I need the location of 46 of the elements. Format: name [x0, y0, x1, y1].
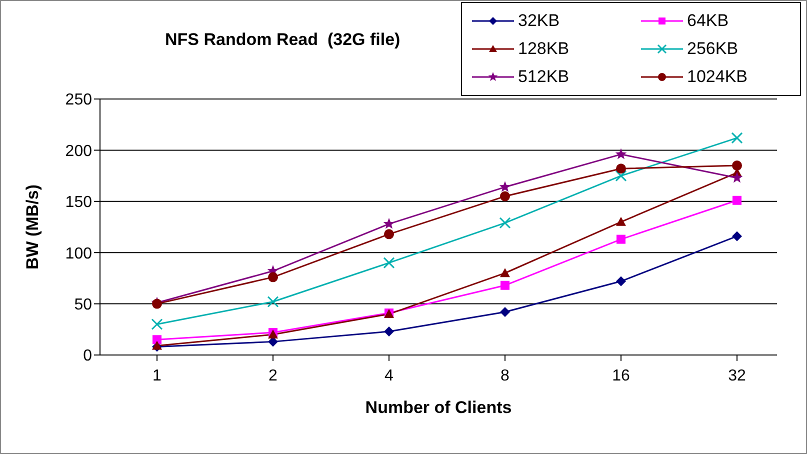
y-tick-label: 150 [65, 194, 92, 212]
point [499, 217, 511, 229]
y-tick-label: 100 [65, 245, 92, 262]
legend-label: 128KB [518, 39, 570, 59]
legend-label: 32KB [518, 11, 560, 31]
point [268, 272, 278, 282]
y-tick-label: 0 [83, 348, 92, 365]
point [732, 231, 742, 242]
x-tick-label: 4 [384, 367, 394, 384]
x-tick-label: 8 [500, 367, 510, 384]
point [267, 296, 279, 308]
point [499, 181, 511, 192]
y-tick-label: 250 [65, 92, 92, 109]
point [732, 196, 742, 205]
point [500, 191, 510, 202]
point [384, 229, 394, 240]
point [152, 335, 162, 344]
point [731, 172, 743, 183]
point [732, 160, 742, 171]
x-tick-label: 16 [612, 367, 630, 384]
y-axis-title: BW (MB/s) [23, 184, 42, 270]
point [500, 280, 510, 290]
point [615, 148, 627, 160]
legend-label: 512KB [518, 67, 570, 87]
point [616, 234, 626, 244]
point [384, 326, 394, 336]
legend-label: 64KB [687, 11, 729, 31]
point [151, 318, 163, 330]
chart-title: NFS Random Read (32G file) [165, 30, 400, 50]
point [383, 218, 395, 229]
legend-label: 1024KB [687, 67, 748, 87]
point [500, 268, 510, 278]
point [383, 257, 395, 269]
x-tick-label: 1 [152, 367, 162, 384]
x-axis-title: Number of Clients [365, 398, 512, 417]
point [615, 170, 627, 182]
point [500, 306, 510, 317]
point [731, 132, 743, 144]
x-tick-label: 2 [268, 367, 278, 384]
legend-label: 256KB [687, 39, 738, 59]
point [616, 276, 626, 286]
point [616, 164, 626, 174]
y-tick-label: 200 [65, 142, 92, 160]
x-tick-label: 32 [728, 367, 746, 384]
y-tick-label: 50 [74, 296, 92, 314]
point [616, 216, 626, 226]
